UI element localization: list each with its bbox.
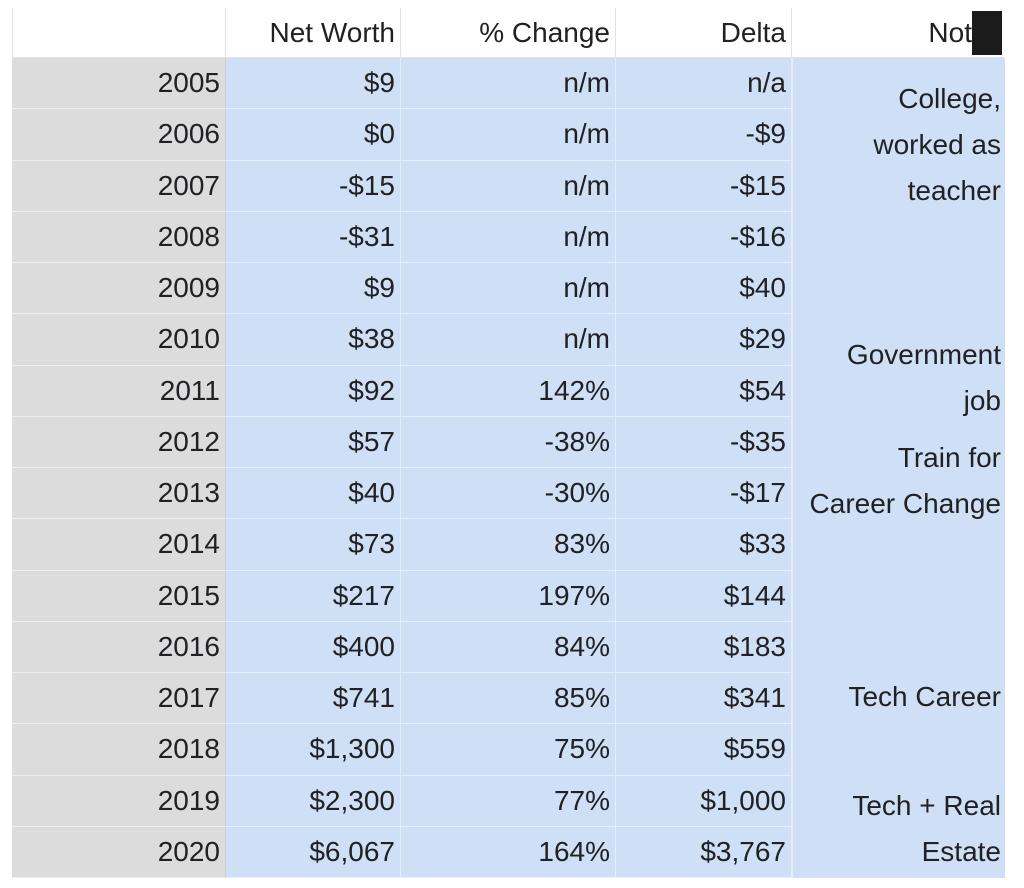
cell-net-worth[interactable]: -$15 xyxy=(226,160,401,212)
cell-delta[interactable]: -$15 xyxy=(616,160,792,212)
cell-pct-change[interactable]: 164% xyxy=(401,826,616,878)
row-year[interactable]: 2018 xyxy=(12,724,226,776)
header-corner[interactable] xyxy=(12,8,226,58)
cell-delta[interactable]: -$9 xyxy=(616,109,792,161)
cell-pct-change[interactable]: 83% xyxy=(401,519,616,571)
row-year[interactable]: 2017 xyxy=(12,673,226,725)
row-year[interactable]: 2012 xyxy=(12,416,226,468)
cell-delta[interactable]: $183 xyxy=(616,621,792,673)
cell-net-worth[interactable]: $0 xyxy=(226,109,401,161)
cell-pct-change[interactable]: n/m xyxy=(401,160,616,212)
spreadsheet: Net Worth % Change Delta 2005 $9 n/m n/a 200… xyxy=(12,8,1005,878)
cell-pct-change[interactable]: 77% xyxy=(401,775,616,827)
cell-net-worth[interactable]: -$31 xyxy=(226,211,401,263)
row-year[interactable]: 2020 xyxy=(12,826,226,878)
cell-pct-change[interactable]: n/m xyxy=(401,314,616,366)
row-year[interactable]: 2019 xyxy=(12,775,226,827)
cell-delta[interactable]: $3,767 xyxy=(616,826,792,878)
cell-net-worth[interactable]: $73 xyxy=(226,519,401,571)
cell-delta[interactable]: -$16 xyxy=(616,211,792,263)
row-year[interactable]: 2011 xyxy=(12,365,226,417)
cell-pct-change[interactable]: 85% xyxy=(401,673,616,725)
row-year[interactable]: 2009 xyxy=(12,263,226,315)
net-worth-table: Net Worth % Change Delta 2005 $9 n/m n/a 200… xyxy=(12,8,1004,878)
cell-net-worth[interactable]: $40 xyxy=(226,468,401,520)
header-pct-change[interactable]: % Change xyxy=(401,8,616,58)
row-year[interactable]: 2014 xyxy=(12,519,226,571)
cell-pct-change[interactable]: n/m xyxy=(401,263,616,315)
cell-delta[interactable]: $33 xyxy=(616,519,792,571)
row-year[interactable]: 2015 xyxy=(12,570,226,622)
cell-delta[interactable]: $1,000 xyxy=(616,775,792,827)
cell-delta[interactable]: -$35 xyxy=(616,416,792,468)
header-delta[interactable]: Delta xyxy=(616,8,792,58)
note-tech-real-estate[interactable]: Tech + Real Estate xyxy=(852,790,1001,867)
row-year[interactable]: 2016 xyxy=(12,621,226,673)
cell-net-worth[interactable]: $741 xyxy=(226,673,401,725)
cell-net-worth[interactable]: $2,300 xyxy=(226,775,401,827)
row-year[interactable]: 2006 xyxy=(12,109,226,161)
redaction-block xyxy=(972,10,1002,55)
row-year[interactable]: 2013 xyxy=(12,468,226,520)
row-year[interactable]: 2005 xyxy=(12,58,226,110)
cell-pct-change[interactable]: n/m xyxy=(401,211,616,263)
cell-net-worth[interactable]: $1,300 xyxy=(226,724,401,776)
row-year[interactable]: 2010 xyxy=(12,314,226,366)
header-notes[interactable]: Not xyxy=(792,8,1004,58)
cell-net-worth[interactable]: $92 xyxy=(226,365,401,417)
row-year[interactable]: 2007 xyxy=(12,160,226,212)
cell-net-worth[interactable]: $400 xyxy=(226,621,401,673)
notes-column: College, worked as teacher Government jo… xyxy=(792,58,1005,878)
note-government[interactable]: Government job xyxy=(846,339,1001,416)
cell-net-worth[interactable]: $9 xyxy=(226,58,401,110)
cell-delta[interactable]: $144 xyxy=(616,570,792,622)
cell-net-worth[interactable]: $6,067 xyxy=(226,826,401,878)
cell-delta[interactable]: -$17 xyxy=(616,468,792,520)
header-notes-label: Not xyxy=(928,16,972,48)
cell-delta[interactable]: n/a xyxy=(616,58,792,110)
cell-delta[interactable]: $40 xyxy=(616,263,792,315)
cell-pct-change[interactable]: 75% xyxy=(401,724,616,776)
cell-net-worth[interactable]: $9 xyxy=(226,263,401,315)
cell-delta[interactable]: $559 xyxy=(616,724,792,776)
note-tech-career[interactable]: Tech Career xyxy=(848,681,1001,712)
cell-pct-change[interactable]: -38% xyxy=(401,416,616,468)
cell-net-worth[interactable]: $57 xyxy=(226,416,401,468)
cell-delta[interactable]: $54 xyxy=(616,365,792,417)
header-net-worth[interactable]: Net Worth xyxy=(226,8,401,58)
cell-pct-change[interactable]: -30% xyxy=(401,468,616,520)
cell-delta[interactable]: $341 xyxy=(616,673,792,725)
cell-net-worth[interactable]: $38 xyxy=(226,314,401,366)
row-year[interactable]: 2008 xyxy=(12,211,226,263)
cell-pct-change[interactable]: 84% xyxy=(401,621,616,673)
cell-net-worth[interactable]: $217 xyxy=(226,570,401,622)
cell-pct-change[interactable]: n/m xyxy=(401,58,616,110)
cell-delta[interactable]: $29 xyxy=(616,314,792,366)
note-career-change[interactable]: Train for Career Change xyxy=(809,442,1001,519)
cell-pct-change[interactable]: n/m xyxy=(401,109,616,161)
note-college[interactable]: College, worked as teacher xyxy=(873,83,1001,206)
cell-pct-change[interactable]: 142% xyxy=(401,365,616,417)
cell-pct-change[interactable]: 197% xyxy=(401,570,616,622)
